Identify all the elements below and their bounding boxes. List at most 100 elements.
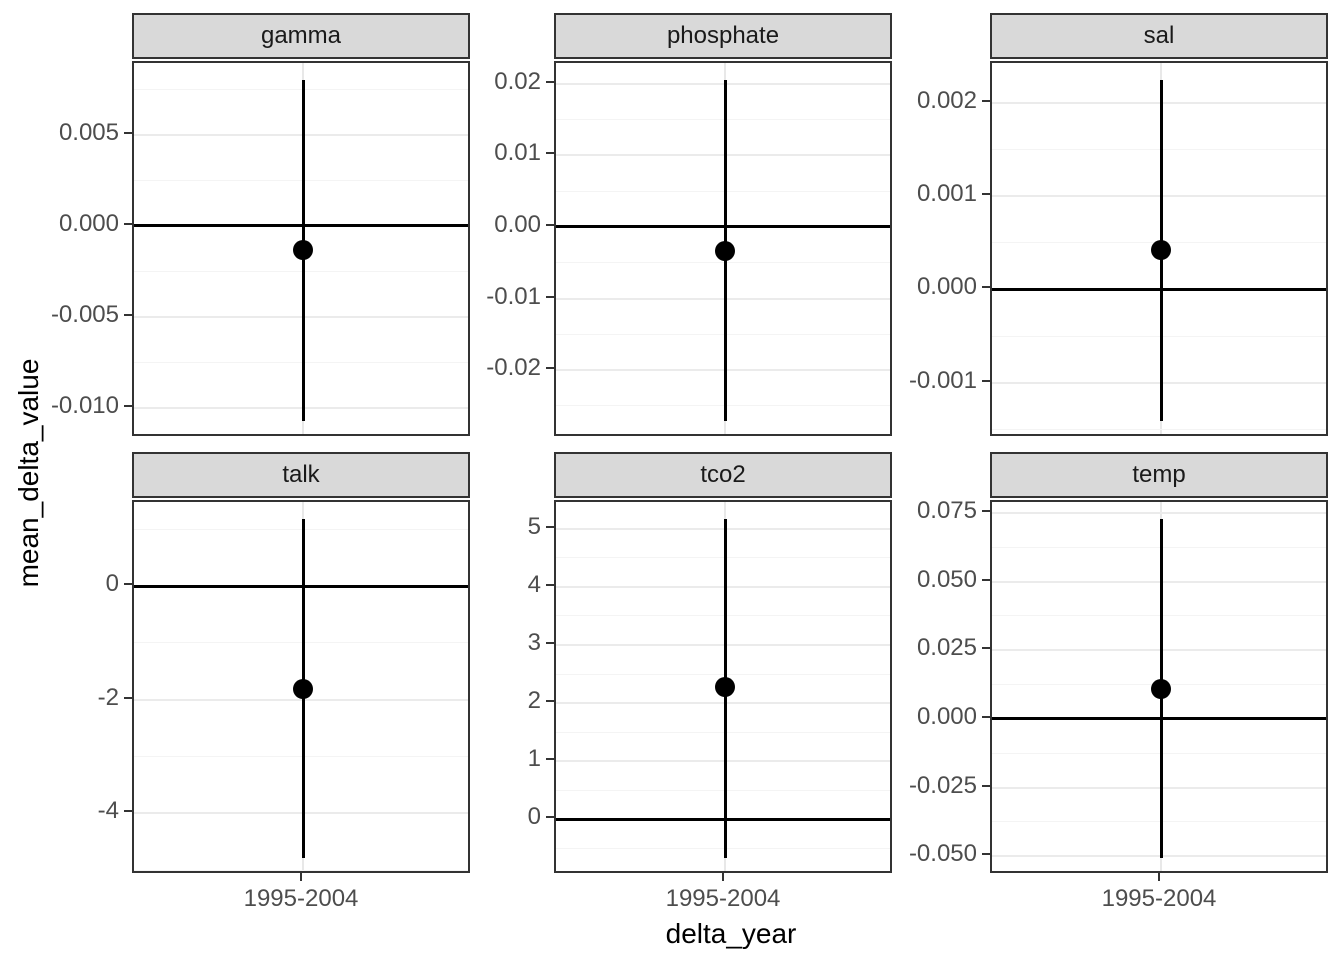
y-tick-label: -0.001 (908, 366, 977, 394)
point-estimate (1151, 240, 1171, 260)
zero-reference-line (556, 225, 890, 229)
y-tick-label: 0.075 (916, 496, 977, 524)
gridline-y-major (992, 580, 1326, 583)
facet-strip-label: sal (1143, 22, 1175, 49)
y-tick-label: 0.050 (916, 565, 977, 593)
y-tick-label: -0.025 (908, 771, 977, 799)
point-estimate (1151, 678, 1171, 699)
facet-strip-gamma: gamma (132, 13, 470, 59)
point-estimate (293, 239, 313, 260)
gridline-y-minor (992, 615, 1326, 617)
y-tick-label: -2 (97, 683, 119, 711)
zero-reference-line (556, 817, 890, 821)
zero-reference-line (992, 717, 1326, 721)
gridline-y-minor (556, 673, 890, 675)
gridline-y-major (556, 760, 890, 763)
gridline-y-minor (992, 148, 1326, 150)
x-tick-label: 1995-2004 (665, 885, 781, 912)
gridline-y-minor (556, 262, 890, 264)
gridline-y-major (556, 82, 890, 85)
y-tick-mark (982, 379, 990, 382)
gridline-y-minor (556, 615, 890, 617)
y-tick-label: -4 (97, 797, 119, 825)
x-tick-mark (300, 873, 302, 881)
y-tick-mark (982, 286, 990, 289)
y-tick-mark (546, 758, 554, 761)
y-tick-mark (982, 192, 990, 195)
gridline-y-minor (556, 333, 890, 335)
point-estimate (293, 678, 313, 699)
x-tick-label: 1995-2004 (1101, 885, 1217, 912)
x-tick-mark (1158, 873, 1160, 881)
gridline-y-major (992, 381, 1326, 384)
y-tick-label: 0.02 (494, 67, 541, 95)
point-estimate (715, 241, 735, 262)
zero-reference-line (992, 287, 1326, 291)
y-tick-mark (546, 816, 554, 819)
y-tick-label: 5 (527, 512, 541, 540)
y-tick-label: 4 (527, 570, 541, 598)
gridline-y-minor (134, 528, 468, 530)
y-tick-mark (982, 509, 990, 512)
x-tick-mark (722, 873, 724, 881)
x-axis-title: delta_year (665, 918, 797, 949)
y-tick-label: 0.002 (916, 86, 977, 114)
y-tick-label: 0 (105, 570, 119, 597)
gridline-y-minor (556, 405, 890, 407)
facet-strip-label: talk (282, 461, 320, 488)
gridline-y-major (556, 527, 890, 530)
facet-strip-tco2: tco2 (554, 452, 892, 498)
gridline-y-minor (556, 557, 890, 559)
y-tick-mark (124, 222, 132, 225)
facet-panel-tco2 (554, 500, 892, 873)
gridline-y-major (134, 133, 468, 136)
gridline-y-minor (556, 789, 890, 791)
gridline-y-major (556, 297, 890, 300)
y-tick-mark (546, 295, 554, 298)
gridline-y-minor (134, 642, 468, 644)
facet-panel-talk (132, 500, 470, 873)
point-estimate (715, 677, 735, 698)
facet-strip-phosphate: phosphate (554, 13, 892, 59)
y-tick-mark (546, 152, 554, 155)
gridline-y-minor (134, 271, 468, 272)
y-tick-label: 0.000 (916, 702, 977, 730)
gridline-y-minor (134, 362, 468, 364)
y-tick-mark (982, 784, 990, 787)
y-tick-mark (546, 583, 554, 586)
gridline-y-major (134, 698, 468, 701)
gridline-y-minor (992, 752, 1326, 754)
gridline-y-major (992, 101, 1326, 104)
gridline-y-minor (134, 755, 468, 757)
y-tick-mark (124, 810, 132, 813)
facet-strip-label: tco2 (700, 461, 746, 488)
y-tick-label: 0 (527, 803, 541, 831)
y-tick-mark (124, 583, 132, 585)
gridline-y-major (556, 369, 890, 372)
gridline-y-major (134, 316, 468, 318)
gridline-y-minor (992, 546, 1326, 548)
y-tick-mark (546, 367, 554, 370)
y-tick-mark (982, 647, 990, 650)
gridline-y-minor (134, 88, 468, 90)
y-tick-label: 0.025 (916, 634, 977, 662)
gridline-y-minor (556, 118, 890, 120)
gridline-y-minor (134, 869, 468, 871)
facet-strip-label: phosphate (666, 22, 780, 49)
gridline-y-minor (992, 821, 1326, 823)
y-tick-label: 0.001 (916, 179, 977, 207)
y-tick-label: 2 (527, 687, 541, 714)
y-tick-label: -0.010 (50, 392, 119, 420)
y-tick-label: 0.005 (58, 118, 119, 146)
y-tick-label: -0.005 (50, 301, 119, 328)
gridline-y-major (992, 855, 1326, 858)
y-axis-title: mean_delta_value (13, 358, 44, 588)
y-tick-label: 3 (527, 629, 541, 656)
gridline-y-major (134, 407, 468, 410)
y-tick-label: -0.02 (486, 354, 541, 382)
gridline-y-minor (556, 190, 890, 192)
gridline-y-major (992, 511, 1326, 514)
y-tick-mark (124, 405, 132, 408)
gridline-y-minor (992, 428, 1326, 430)
